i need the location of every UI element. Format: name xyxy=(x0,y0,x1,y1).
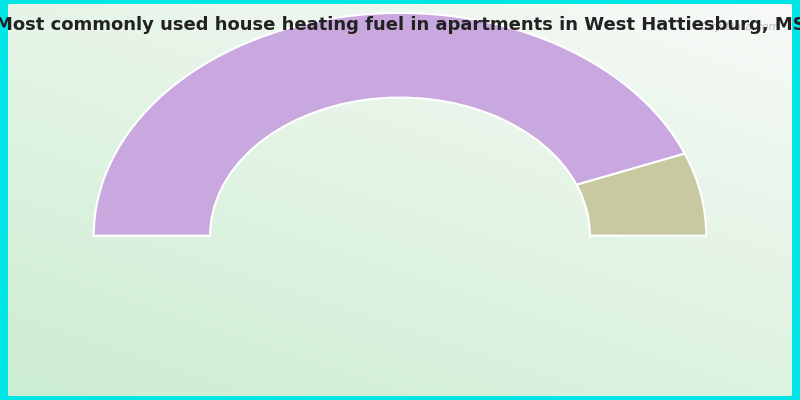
Wedge shape xyxy=(577,154,706,236)
Text: City-Data.com: City-Data.com xyxy=(700,22,780,32)
Text: Most commonly used house heating fuel in apartments in West Hattiesburg, MS: Most commonly used house heating fuel in… xyxy=(0,16,800,34)
Wedge shape xyxy=(94,13,685,236)
